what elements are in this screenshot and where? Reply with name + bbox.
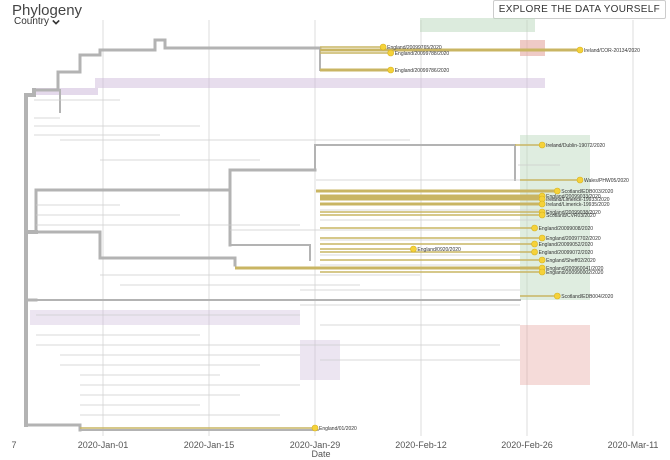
tip-node[interactable] bbox=[410, 245, 417, 253]
x-axis-left-edge-label: 7 bbox=[11, 440, 16, 450]
tip-label: England/Sheff02/2020 bbox=[546, 258, 596, 264]
tip-node[interactable] bbox=[553, 292, 561, 300]
x-tick-label: 2020-Feb-26 bbox=[501, 440, 553, 450]
tip-label: England/20099786/2020 bbox=[395, 68, 450, 74]
x-tick-label: 2020-Jan-01 bbox=[78, 440, 129, 450]
clade-band bbox=[95, 78, 545, 88]
tip-label: Ireland/Dublin-19072/2020 bbox=[546, 143, 605, 149]
tip-label: England/01/2020 bbox=[319, 426, 357, 432]
tip-label: England/200960041/2020 bbox=[546, 266, 603, 272]
tip-node[interactable] bbox=[538, 256, 546, 264]
tip-node[interactable] bbox=[311, 424, 319, 432]
tip-node[interactable] bbox=[576, 46, 584, 54]
tip-node[interactable] bbox=[538, 211, 546, 219]
tip-nodes[interactable]: England/20099765/2020England/20099788/20… bbox=[311, 43, 640, 432]
tip-node[interactable] bbox=[379, 43, 387, 51]
tip-node[interactable] bbox=[538, 200, 546, 208]
tip-label: Ireland/COR-20134/2020 bbox=[584, 48, 640, 54]
tip-label: England/20099033/2020 bbox=[546, 194, 601, 200]
color-by-dropdown[interactable]: Country bbox=[14, 16, 60, 27]
tip-label: England/20099072/2020 bbox=[539, 250, 594, 256]
tip-label: England/0920/2020 bbox=[417, 247, 461, 253]
tree-branches bbox=[24, 38, 580, 432]
x-tick-label: 2020-Feb-12 bbox=[395, 440, 447, 450]
tip-node[interactable] bbox=[387, 49, 395, 57]
clade-band bbox=[420, 18, 535, 32]
tip-label: England/20099052/2020 bbox=[539, 242, 594, 248]
tip-node[interactable] bbox=[531, 240, 538, 248]
clade-band bbox=[36, 88, 98, 95]
chevron-down-icon bbox=[52, 19, 60, 25]
x-axis-ticks: 2020-Jan-01 2020-Jan-15 2020-Jan-29 2020-Fe… bbox=[78, 440, 659, 450]
x-axis-label: Date bbox=[311, 449, 330, 459]
tip-label: Scotland/EDB004/2020 bbox=[561, 294, 613, 300]
tip-node[interactable] bbox=[576, 176, 584, 184]
x-tick-label: 2020-Jan-29 bbox=[290, 440, 341, 450]
tip-node[interactable] bbox=[387, 66, 395, 74]
tip-label: England/20097702/2020 bbox=[546, 236, 601, 242]
tip-node[interactable] bbox=[531, 224, 538, 232]
tip-label: Scotland/CVR03/2020 bbox=[546, 213, 596, 219]
tip-label: Ireland/Limerick-19935/2020 bbox=[546, 202, 610, 208]
color-by-label: Country bbox=[14, 16, 50, 27]
tip-label: Scotland/EDB003/2020 bbox=[561, 189, 613, 195]
tip-label: England/20099038/2020 bbox=[546, 210, 601, 216]
clade-bands bbox=[30, 18, 590, 385]
tip-node[interactable] bbox=[538, 234, 546, 242]
tip-label: England/200990002/2020 bbox=[546, 270, 603, 276]
clade-band bbox=[520, 40, 545, 56]
tip-label: England/20099788/2020 bbox=[395, 51, 450, 57]
x-tick-label: 2020-Jan-15 bbox=[184, 440, 235, 450]
clade-band bbox=[520, 325, 590, 385]
tip-label: Wales/PHW05/2020 bbox=[584, 178, 629, 184]
x-tick-label: 2020-Mar-11 bbox=[608, 440, 659, 450]
clade-band bbox=[30, 310, 300, 325]
explore-data-button[interactable]: EXPLORE THE DATA YOURSELF bbox=[492, 0, 666, 19]
tip-node[interactable] bbox=[553, 187, 561, 195]
tip-label: Ireland/Limerick-19933/2020 bbox=[546, 197, 610, 203]
tip-node[interactable] bbox=[538, 141, 546, 149]
tip-label: England/20099765/2020 bbox=[387, 45, 442, 51]
tip-node[interactable] bbox=[531, 248, 538, 256]
highlighted-branches bbox=[80, 46, 580, 429]
tip-label: England/20099008/2020 bbox=[539, 226, 594, 232]
panel-title: Phylogeny bbox=[12, 2, 83, 19]
tip-node[interactable] bbox=[538, 268, 546, 276]
